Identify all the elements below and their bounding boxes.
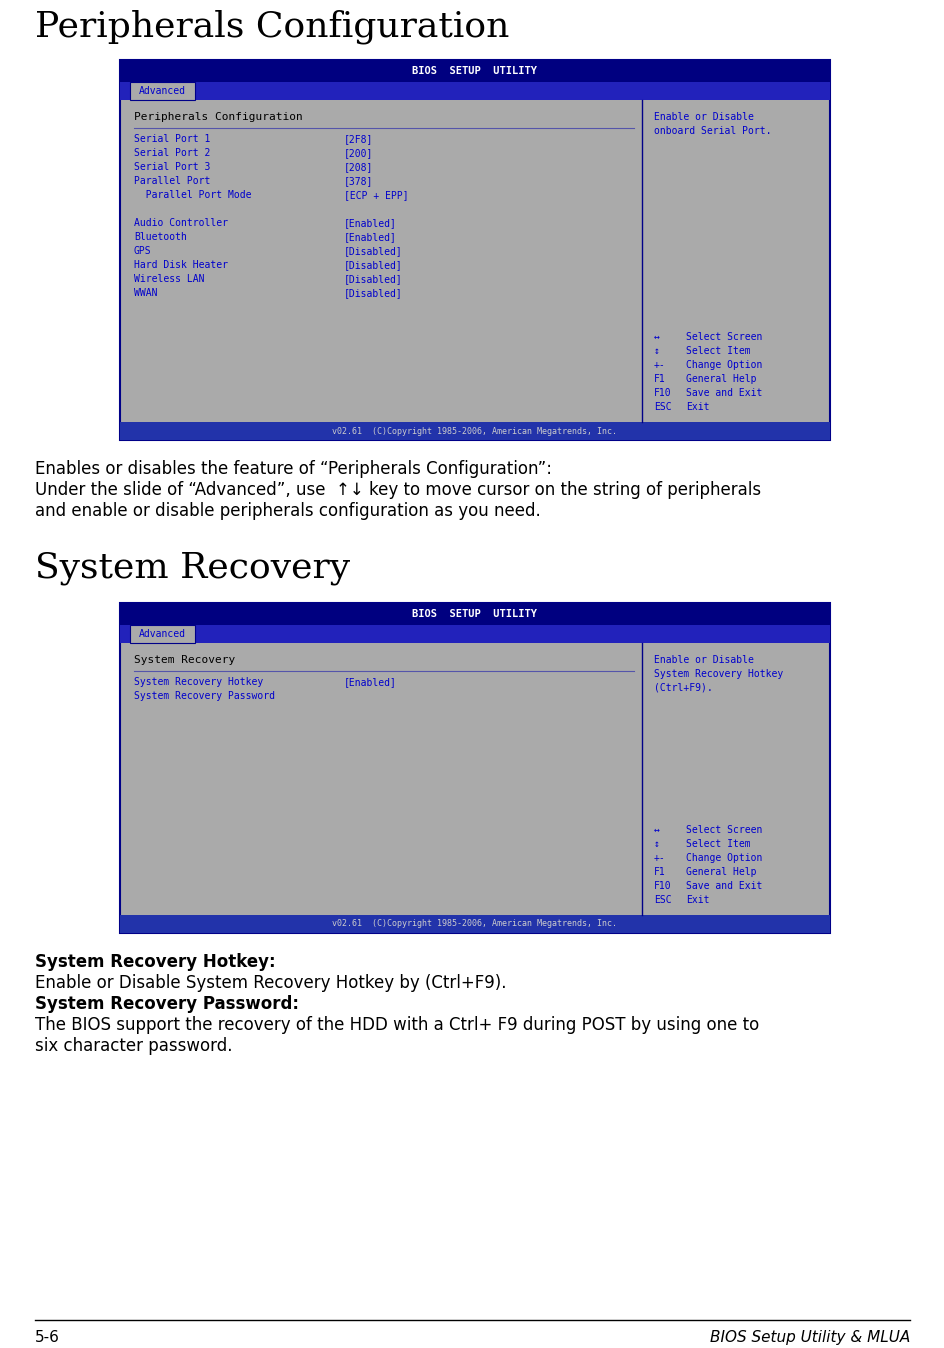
Text: Exit: Exit xyxy=(685,895,709,905)
Text: +-: +- xyxy=(653,360,665,369)
Text: Select Item: Select Item xyxy=(685,838,750,849)
Text: [Enabled]: [Enabled] xyxy=(344,218,396,228)
Text: Save and Exit: Save and Exit xyxy=(685,882,762,891)
Bar xyxy=(120,61,829,439)
Text: System Recovery Hotkey: System Recovery Hotkey xyxy=(653,669,783,679)
Text: Enable or Disable System Recovery Hotkey by (Ctrl+F9).: Enable or Disable System Recovery Hotkey… xyxy=(35,975,506,992)
Text: Hard Disk Heater: Hard Disk Heater xyxy=(134,260,228,270)
Text: Change Option: Change Option xyxy=(685,853,762,863)
Bar xyxy=(130,82,194,100)
Bar xyxy=(120,625,829,643)
Text: Enables or disables the feature of “Peripherals Configuration”:: Enables or disables the feature of “Peri… xyxy=(35,460,551,479)
Text: +-: +- xyxy=(653,853,665,863)
Text: [Disabled]: [Disabled] xyxy=(344,260,402,270)
Text: System Recovery Hotkey:: System Recovery Hotkey: xyxy=(35,953,276,971)
Text: Under the slide of “Advanced”, use  ↑↓ key to move cursor on the string of perip: Under the slide of “Advanced”, use ↑↓ ke… xyxy=(35,481,760,499)
Bar xyxy=(120,61,829,82)
Text: (Ctrl+F9).: (Ctrl+F9). xyxy=(653,683,712,693)
Text: [Enabled]: [Enabled] xyxy=(344,677,396,687)
Text: F1: F1 xyxy=(653,867,665,878)
Text: System Recovery: System Recovery xyxy=(134,655,235,665)
Text: System Recovery Hotkey: System Recovery Hotkey xyxy=(134,677,263,687)
Text: Serial Port 1: Serial Port 1 xyxy=(134,133,211,144)
Text: General Help: General Help xyxy=(685,867,755,878)
Text: Parallel Port Mode: Parallel Port Mode xyxy=(134,190,251,200)
Text: [Enabled]: [Enabled] xyxy=(344,232,396,243)
Text: [Disabled]: [Disabled] xyxy=(344,288,402,298)
Text: Peripherals Configuration: Peripherals Configuration xyxy=(134,112,302,123)
Text: BIOS Setup Utility & MLUA: BIOS Setup Utility & MLUA xyxy=(709,1330,909,1345)
Text: ↔: ↔ xyxy=(653,825,659,834)
Bar xyxy=(120,422,829,439)
Text: General Help: General Help xyxy=(685,373,755,384)
Text: Select Screen: Select Screen xyxy=(685,332,762,342)
Text: WWAN: WWAN xyxy=(134,288,158,298)
Text: Select Screen: Select Screen xyxy=(685,825,762,834)
Text: Exit: Exit xyxy=(685,402,709,412)
Text: [200]: [200] xyxy=(344,148,373,158)
Text: Enable or Disable: Enable or Disable xyxy=(653,655,753,665)
Text: [208]: [208] xyxy=(344,162,373,173)
Text: ↔: ↔ xyxy=(653,332,659,342)
Text: BIOS  SETUP  UTILITY: BIOS SETUP UTILITY xyxy=(413,609,537,619)
Text: Parallel Port: Parallel Port xyxy=(134,177,211,186)
Text: F10: F10 xyxy=(653,882,671,891)
Text: [378]: [378] xyxy=(344,177,373,186)
Text: System Recovery: System Recovery xyxy=(35,551,350,585)
Text: Serial Port 2: Serial Port 2 xyxy=(134,148,211,158)
Text: Select Item: Select Item xyxy=(685,346,750,356)
Text: [2F8]: [2F8] xyxy=(344,133,373,144)
Bar xyxy=(120,915,829,933)
Bar xyxy=(120,603,829,933)
Text: Audio Controller: Audio Controller xyxy=(134,218,228,228)
Text: ESC: ESC xyxy=(653,402,671,412)
Text: onboard Serial Port.: onboard Serial Port. xyxy=(653,125,770,136)
Text: [Disabled]: [Disabled] xyxy=(344,274,402,284)
Text: System Recovery Password:: System Recovery Password: xyxy=(35,995,298,1012)
Text: 5-6: 5-6 xyxy=(35,1330,59,1345)
Text: Advanced: Advanced xyxy=(139,86,186,96)
Text: Peripherals Configuration: Peripherals Configuration xyxy=(35,9,509,44)
Text: ↕: ↕ xyxy=(653,838,659,849)
Text: BIOS  SETUP  UTILITY: BIOS SETUP UTILITY xyxy=(413,66,537,75)
Text: Enable or Disable: Enable or Disable xyxy=(653,112,753,123)
Text: Advanced: Advanced xyxy=(139,630,186,639)
Text: v02.61  (C)Copyright 1985-2006, American Megatrends, Inc.: v02.61 (C)Copyright 1985-2006, American … xyxy=(332,919,616,929)
Bar xyxy=(120,82,829,100)
Text: Change Option: Change Option xyxy=(685,360,762,369)
Bar xyxy=(130,625,194,643)
Text: Wireless LAN: Wireless LAN xyxy=(134,274,204,284)
Text: GPS: GPS xyxy=(134,245,151,256)
Text: System Recovery Password: System Recovery Password xyxy=(134,692,275,701)
Bar xyxy=(120,603,829,625)
Text: The BIOS support the recovery of the HDD with a Ctrl+ F9 during POST by using on: The BIOS support the recovery of the HDD… xyxy=(35,1016,758,1034)
Text: and enable or disable peripherals configuration as you need.: and enable or disable peripherals config… xyxy=(35,501,540,520)
Text: v02.61  (C)Copyright 1985-2006, American Megatrends, Inc.: v02.61 (C)Copyright 1985-2006, American … xyxy=(332,426,616,435)
Text: six character password.: six character password. xyxy=(35,1037,232,1055)
Text: ↕: ↕ xyxy=(653,346,659,356)
Text: [ECP + EPP]: [ECP + EPP] xyxy=(344,190,408,200)
Text: Serial Port 3: Serial Port 3 xyxy=(134,162,211,173)
Text: F1: F1 xyxy=(653,373,665,384)
Text: Save and Exit: Save and Exit xyxy=(685,388,762,398)
Text: ESC: ESC xyxy=(653,895,671,905)
Text: F10: F10 xyxy=(653,388,671,398)
Text: [Disabled]: [Disabled] xyxy=(344,245,402,256)
Text: Bluetooth: Bluetooth xyxy=(134,232,187,243)
